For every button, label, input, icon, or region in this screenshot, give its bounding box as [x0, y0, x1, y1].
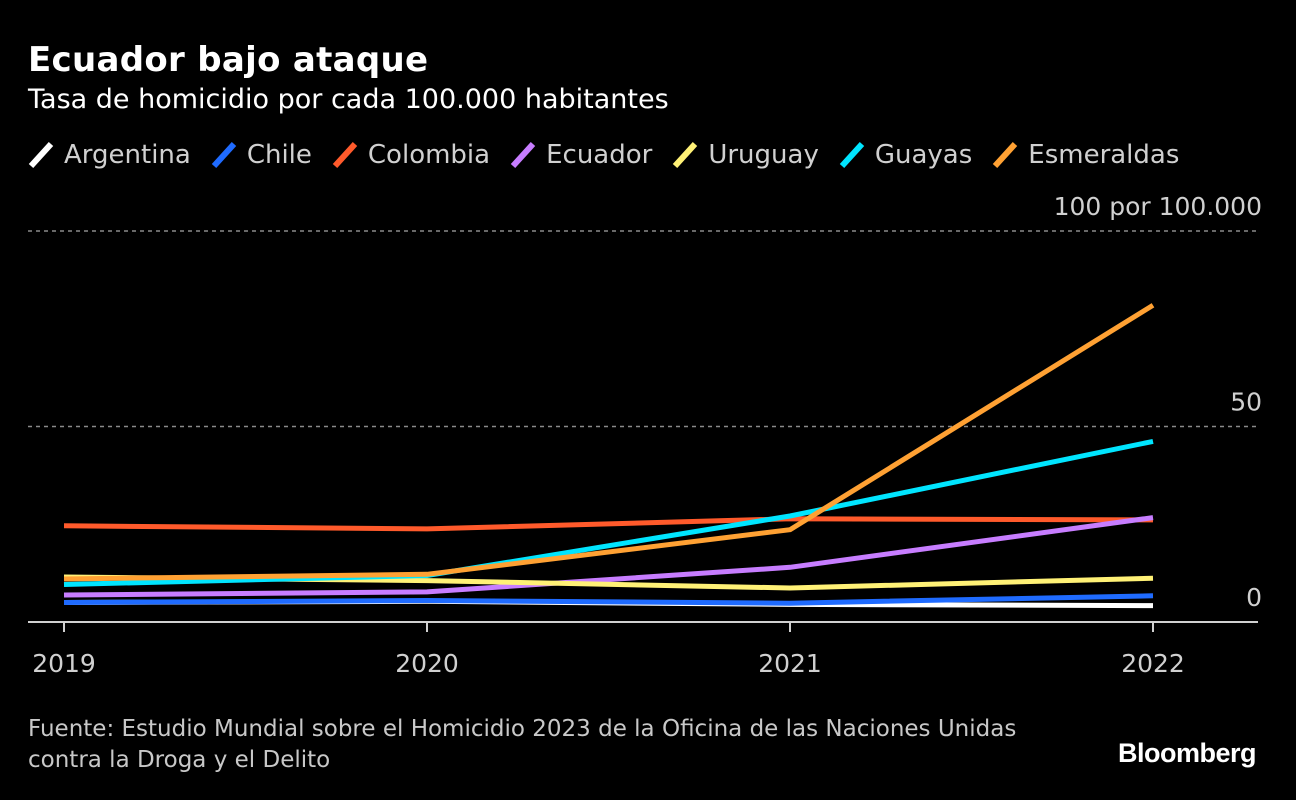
legend-swatch-uruguay	[673, 141, 698, 169]
legend-label-ecuador: Ecuador	[546, 140, 653, 170]
legend-item-chile[interactable]: Chile	[211, 140, 312, 170]
legend-item-uruguay[interactable]: Uruguay	[672, 140, 819, 170]
legend: Argentina Chile Colombia Ecuador Uruguay…	[28, 140, 1199, 170]
legend-swatch-argentina	[28, 141, 54, 169]
y-tick-label-50: 50	[1230, 388, 1262, 417]
legend-line-colombia	[332, 141, 358, 169]
legend-line-guayas	[839, 141, 865, 169]
legend-item-argentina[interactable]: Argentina	[28, 140, 191, 170]
legend-label-colombia: Colombia	[367, 140, 491, 170]
legend-swatch-guayas	[839, 141, 865, 169]
legend-item-colombia[interactable]: Colombia	[332, 140, 490, 170]
x-tick-label-2022: 2022	[1121, 649, 1185, 678]
x-tick-label-2021: 2021	[758, 649, 822, 678]
series-line-guayas	[63, 438, 1154, 587]
legend-swatch-esmeraldas	[993, 141, 1018, 169]
legend-line-argentina	[28, 141, 54, 169]
legend-swatch-colombia	[332, 141, 358, 169]
x-tick-label-2020: 2020	[395, 649, 459, 678]
legend-label-esmeraldas: Esmeraldas	[1028, 140, 1180, 170]
x-tick-label-2019: 2019	[32, 649, 96, 678]
series-line-ecuador	[63, 515, 1154, 598]
y-tick-label-0: 0	[1246, 583, 1262, 612]
source-note: Fuente: Estudio Mundial sobre el Homicid…	[28, 716, 1017, 773]
legend-line-ecuador	[510, 141, 536, 169]
chart-title: Ecuador bajo ataque	[28, 40, 429, 80]
legend-line-esmeraldas	[993, 141, 1018, 169]
bloomberg-logo: Bloomberg	[1117, 738, 1257, 768]
legend-line-uruguay	[673, 141, 698, 169]
legend-item-ecuador[interactable]: Ecuador	[510, 140, 652, 170]
legend-item-esmeraldas[interactable]: Esmeraldas	[992, 140, 1179, 170]
legend-swatch-ecuador	[510, 141, 536, 169]
legend-line-chile	[211, 141, 237, 169]
chart-subtitle: Tasa de homicidio por cada 100.000 habit…	[28, 84, 669, 115]
legend-item-guayas[interactable]: Guayas	[839, 140, 972, 170]
legend-label-uruguay: Uruguay	[708, 140, 819, 170]
legend-swatch-chile	[211, 141, 237, 169]
legend-label-guayas: Guayas	[874, 140, 973, 170]
legend-label-chile: Chile	[246, 140, 312, 170]
series-line-chile	[63, 593, 1154, 606]
legend-label-argentina: Argentina	[64, 140, 191, 170]
series-line-esmeraldas	[63, 303, 1155, 582]
y-tick-label-100: 100 por 100.000	[1054, 192, 1262, 221]
series-line-colombia	[63, 516, 1154, 532]
